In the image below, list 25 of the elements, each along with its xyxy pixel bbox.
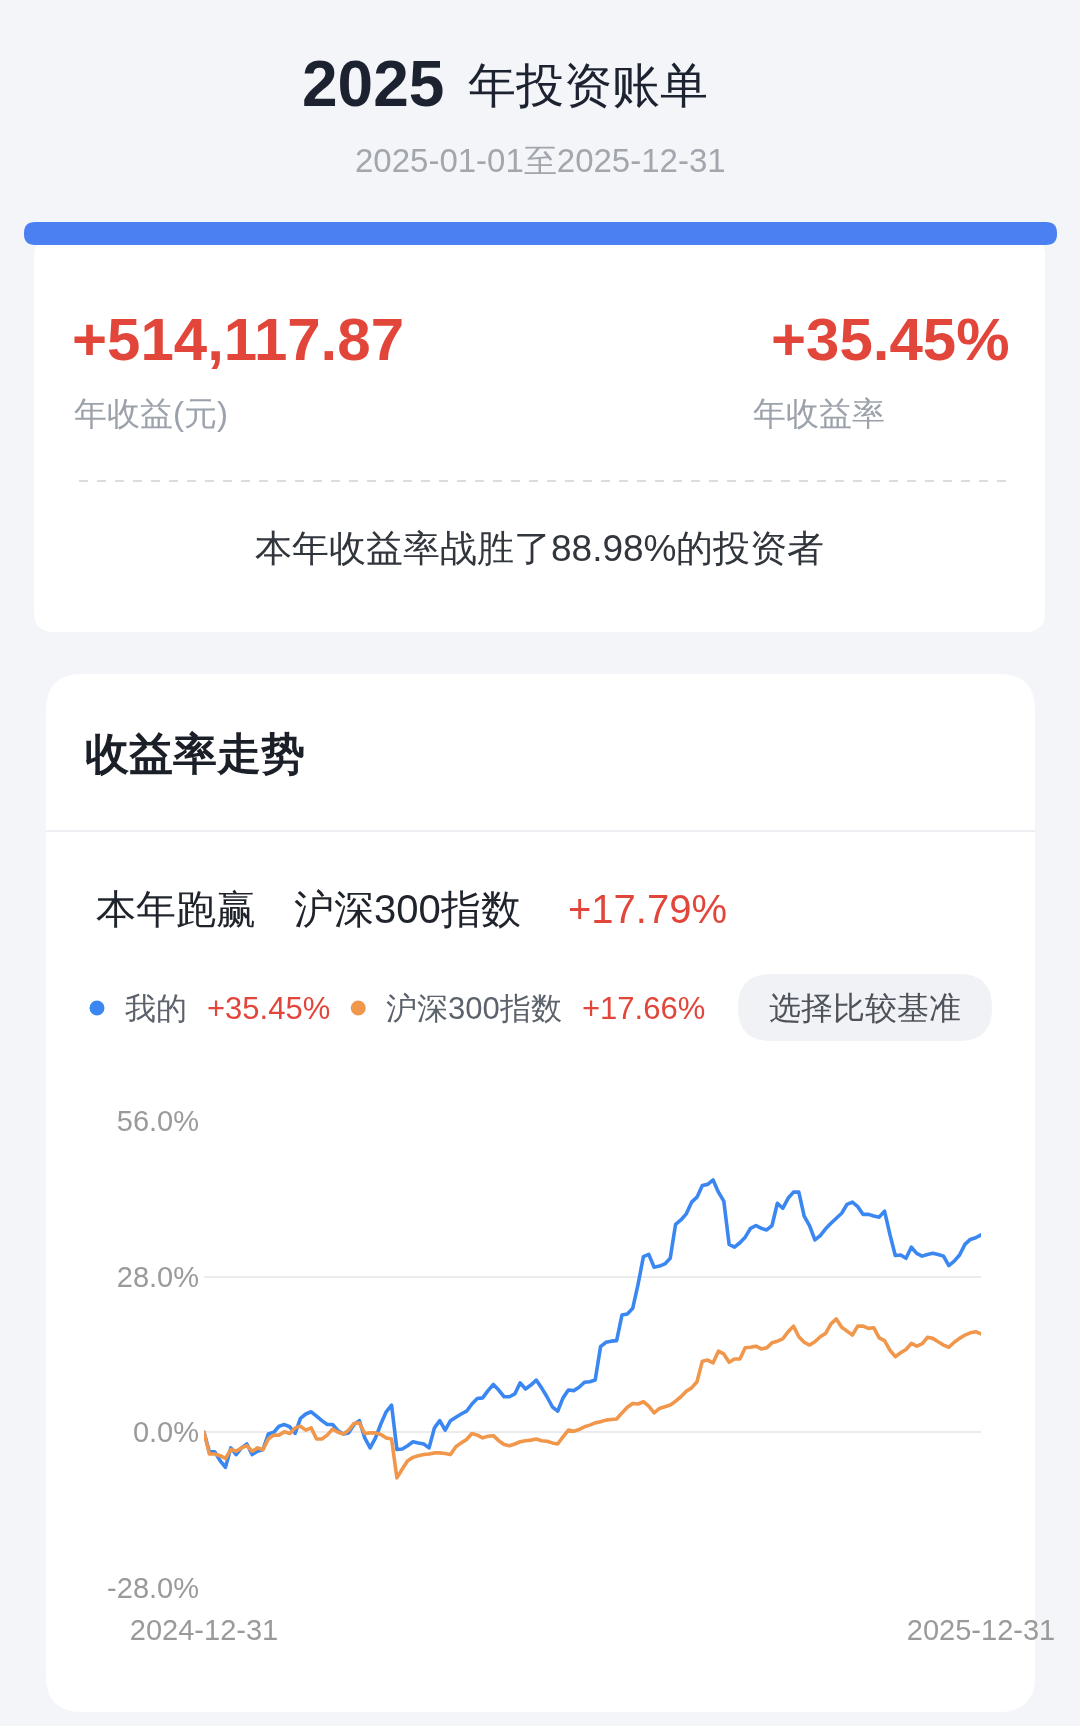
legend-label: 沪深300指数 <box>386 991 562 1026</box>
text: 2025-01-01至2025-12-31 <box>355 142 726 179</box>
text: 年投资账单 <box>468 59 708 112</box>
line-series <box>204 1178 981 1470</box>
text: 选择比较基准 <box>769 990 961 1026</box>
x-tick-label: 2024-12-31 <box>129 1614 279 1646</box>
text: 本年收益率战胜了88.98%的投资者 <box>255 528 825 569</box>
text: +17.66% <box>582 991 706 1026</box>
text: 2025 <box>302 48 445 120</box>
legend-label: 我的 <box>125 991 187 1026</box>
line-series <box>204 1317 981 1480</box>
y-tick-label: 28.0% <box>116 1260 199 1293</box>
y-tick-label: -28.0% <box>107 1572 199 1605</box>
y-tick-label: 56.0% <box>116 1105 199 1138</box>
x-tick-label: 2025-12-31 <box>906 1614 1056 1646</box>
text: +514,117.87 <box>72 306 405 373</box>
text: 沪深300指数 <box>294 887 521 931</box>
text: 年收益(元) <box>74 395 228 432</box>
text: +35.45% <box>771 306 1010 373</box>
text: 年收益率 <box>753 395 885 432</box>
text: 本年跑赢 <box>96 887 256 931</box>
text: +35.45% <box>207 991 331 1026</box>
text: +17.79% <box>568 887 728 931</box>
chart-title: 收益率走势 <box>85 729 305 779</box>
y-tick-label: 0.0% <box>132 1416 199 1449</box>
